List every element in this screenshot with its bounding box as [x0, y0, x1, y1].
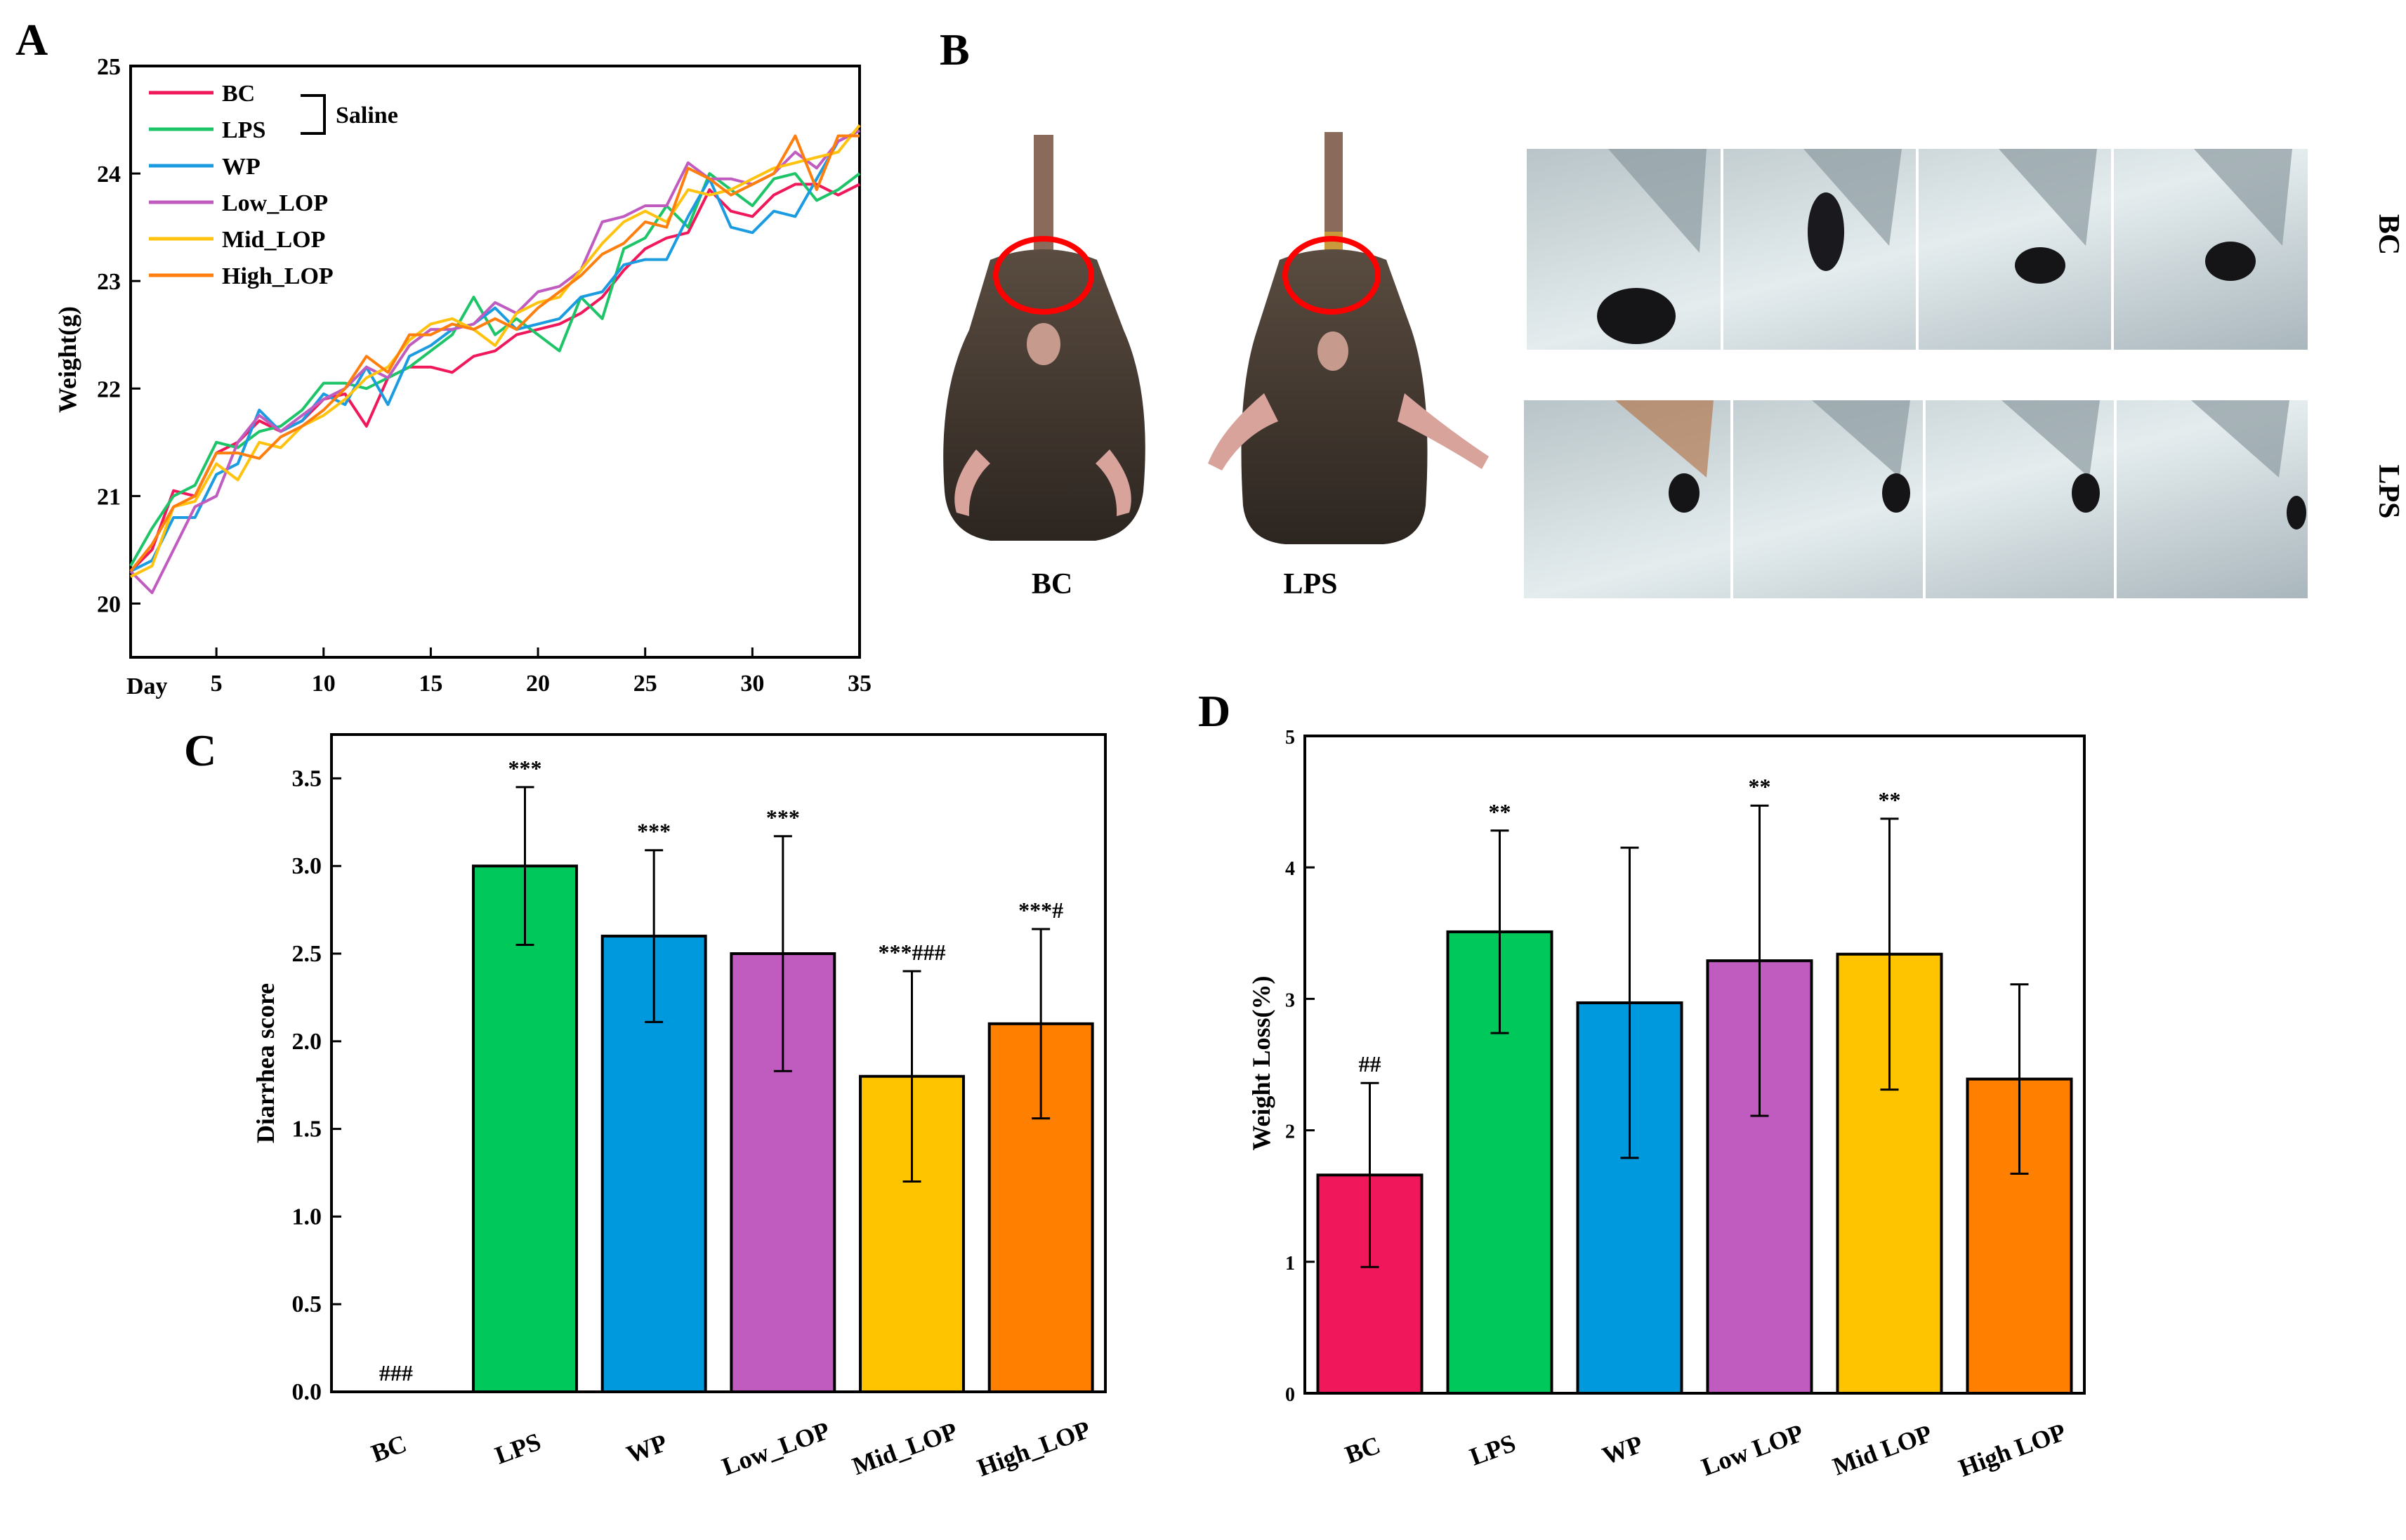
chart-d-ytick-label: 5 [1285, 727, 1295, 749]
chart-c-significance-label: ***### [879, 940, 946, 965]
chart-d-ytick-label: 2 [1285, 1121, 1295, 1143]
panel-letter-c: C [184, 725, 216, 775]
chart-a-xtick-label: 25 [633, 671, 657, 697]
chart-a-ticks: 5 10 15 20 25 30 35 20 21 22 23 24 25 [97, 54, 872, 697]
mouse-lps-photo: LPS [1208, 132, 1489, 600]
chart-a-line-lps [129, 172, 861, 567]
lps-video-frames: LPS [1524, 400, 2405, 598]
chart-a-ylabel: Weight(g) [53, 306, 81, 413]
chart-c-ylabel: Diarrhea score [251, 983, 280, 1143]
chart-c-significance-label: ***# [1018, 897, 1063, 923]
chart-a-legend: BC LPS WP Low_LOP Mid_LOP High_LOP Saline [149, 81, 398, 289]
chart-c-ytick-label: 1.0 [292, 1204, 322, 1230]
chart-a-ytick-label: 25 [97, 54, 121, 80]
chart-a-line-mid-lop [130, 124, 861, 578]
chart-a-xtick-label: 5 [211, 671, 223, 697]
chart-a-xlabel: Day [126, 673, 168, 699]
chart-d-ytick-label: 3 [1285, 989, 1295, 1011]
mouse-photo-panel: BC LPS BC [943, 132, 2405, 600]
bc-anus-circle [993, 236, 1094, 315]
chart-c-ytick-label: 0.5 [292, 1291, 322, 1317]
chart-d-significance-label: ** [1749, 774, 1771, 799]
chart-d-ylabel: Weight Loss(%) [1247, 975, 1275, 1150]
weight-loss-bar-chart: 0 1 2 3 4 5 ## BC ** LPS WP ** Low LOP ** Mid LOP High… [1247, 727, 2086, 1482]
chart-a-ytick-label: 22 [97, 376, 121, 402]
chart-a-legend-bracket [301, 94, 326, 135]
chart-a-legend-label: Mid_LOP [222, 227, 325, 253]
row-label-bc: BC [2372, 214, 2405, 255]
chart-d-ytick-label: 0 [1285, 1384, 1295, 1406]
chart-c-ytick-label: 2.0 [292, 1029, 322, 1055]
chart-a-line-wp [130, 129, 860, 573]
chart-c-ytick-label: 3.0 [292, 853, 322, 879]
chart-d-category-label: BC [1341, 1430, 1384, 1469]
chart-d-category-label: LPS [1466, 1429, 1520, 1471]
panel-letter-a: A [15, 15, 48, 65]
chart-d-category-label: WP [1598, 1430, 1646, 1470]
chart-d-frame [1303, 735, 2086, 1395]
chart-d-significance-label: ## [1359, 1051, 1381, 1077]
chart-c-category-label: High_LOP [973, 1415, 1094, 1482]
chart-c-ytick-label: 3.5 [292, 765, 322, 791]
chart-a-xtick-label: 10 [312, 671, 336, 697]
chart-d-ticks: 0 1 2 3 4 5 [1285, 727, 1315, 1406]
chart-d-category-label: Mid LOP [1829, 1419, 1935, 1481]
chart-c-bars: ### BC *** LPS *** WP *** Low_LOP ***### Mid_LOP *… [367, 756, 1093, 1482]
chart-a-series-lines [129, 124, 861, 595]
chart-a-xtick-label: 20 [526, 671, 550, 697]
chart-a-line-low-lop [129, 129, 860, 595]
chart-c-ticks: 0.0 0.5 1.0 1.5 2.0 2.5 3.0 3.5 [292, 765, 341, 1405]
chart-a-legend-label: Low_LOP [222, 190, 328, 216]
chart-c-category-label: WP [623, 1428, 671, 1468]
chart-a-ytick-label: 20 [97, 591, 121, 617]
mouse-bc-label: BC [1032, 568, 1072, 600]
chart-a-line-high-lop [129, 134, 860, 572]
diarrhea-bar-chart: 0.0 0.5 1.0 1.5 2.0 2.5 3.0 3.5 ### BC *** LPS *** W… [251, 733, 1107, 1482]
row-label-lps: LPS [2372, 464, 2405, 518]
chart-d-ytick-label: 1 [1285, 1253, 1295, 1275]
chart-d-ytick-label: 4 [1285, 858, 1295, 880]
panel-letter-d: D [1198, 686, 1230, 736]
chart-a-legend-group-label: Saline [336, 103, 398, 129]
chart-c-category-label: LPS [492, 1428, 545, 1470]
chart-d-significance-label: ** [1489, 799, 1511, 824]
chart-a-ytick-label: 24 [97, 162, 121, 187]
chart-d-category-label: High LOP [1955, 1418, 2070, 1482]
chart-a-legend-label: High_LOP [222, 263, 334, 289]
chart-a-legend-label: LPS [222, 117, 265, 143]
chart-c-ytick-label: 2.5 [292, 941, 322, 967]
lps-anus-circle [1282, 236, 1381, 315]
chart-d-bars: ## BC ** LPS WP ** Low LOP ** Mid LOP High LOP [1316, 774, 2073, 1482]
weight-line-chart: 5 10 15 20 25 30 35 20 21 22 23 24 25 BC LPS WP Low_LOP… [53, 54, 872, 699]
chart-a-legend-label: WP [222, 154, 261, 180]
chart-c-significance-label: *** [637, 819, 671, 844]
chart-c-significance-label: *** [766, 805, 800, 830]
chart-a-xtick-label: 30 [740, 671, 764, 697]
chart-c-category-label: Low_LOP [718, 1416, 834, 1481]
chart-c-ytick-label: 1.5 [292, 1117, 322, 1143]
chart-c-significance-label: *** [508, 756, 542, 781]
mouse-lps-label: LPS [1283, 568, 1337, 600]
chart-c-ytick-label: 0.0 [292, 1379, 322, 1405]
chart-c-frame [330, 733, 1107, 1393]
chart-d-significance-label: ** [1879, 787, 1901, 812]
chart-c-significance-label: ### [379, 1360, 413, 1386]
mouse-bc-photo: BC [943, 135, 1145, 600]
chart-a-xtick-label: 15 [419, 671, 442, 697]
bc-video-frames: BC [1527, 149, 2405, 350]
chart-a-frame [129, 65, 861, 659]
chart-a-legend-label: BC [222, 81, 255, 107]
chart-a-ytick-label: 23 [97, 269, 121, 295]
chart-c-category-label: Mid_LOP [848, 1416, 961, 1480]
chart-a-ytick-label: 21 [97, 484, 121, 510]
chart-d-category-label: Low LOP [1698, 1419, 1808, 1481]
chart-c-category-label: BC [367, 1429, 410, 1468]
panel-letter-b: B [940, 25, 970, 74]
chart-a-xtick-label: 35 [848, 671, 872, 697]
